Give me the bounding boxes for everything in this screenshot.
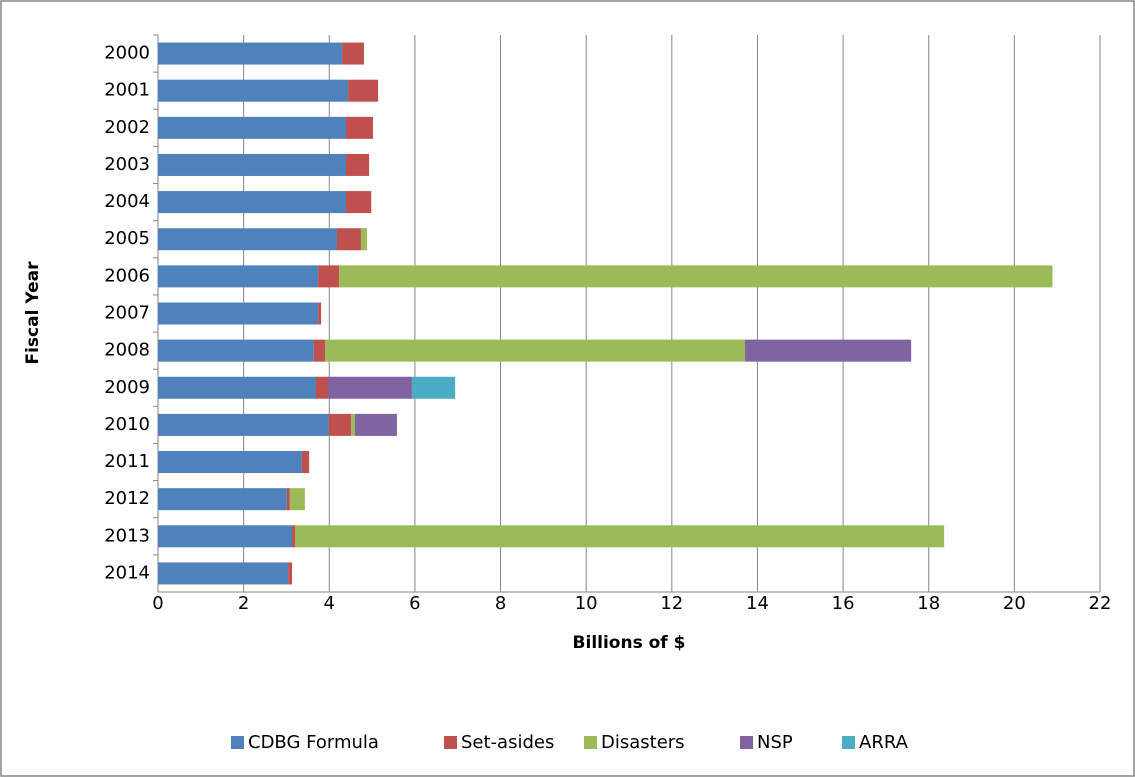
y-tick-label: 2014 (104, 562, 150, 583)
y-tick-label: 2009 (104, 377, 150, 398)
bar-segment (351, 413, 355, 436)
bar-segment (328, 413, 352, 436)
legend-label: NSP (757, 732, 793, 753)
bar-segment (158, 339, 314, 362)
y-tick-label: 2008 (104, 340, 150, 361)
bar-segment (158, 228, 337, 251)
bar-segment (158, 562, 289, 585)
y-tick-label: 2007 (104, 303, 150, 324)
y-tick-label: 2005 (104, 228, 150, 249)
bar-segment (286, 488, 290, 511)
y-tick-label: 2003 (104, 154, 150, 175)
bar-segment (345, 116, 373, 139)
bar-segment (318, 302, 322, 325)
x-tick-label: 10 (575, 593, 598, 614)
bar-segment (327, 376, 412, 399)
bar-segment (339, 265, 1053, 288)
bar-segment (745, 339, 912, 362)
y-tick-label: 2000 (104, 43, 150, 64)
legend-label: Set-asides (461, 732, 554, 753)
x-tick-label: 2 (238, 593, 249, 614)
bar-segment (336, 228, 361, 251)
x-tick-label: 20 (1003, 593, 1026, 614)
legend-swatch (584, 736, 597, 749)
y-tick-label: 2004 (104, 191, 150, 212)
x-tick-label: 6 (409, 593, 420, 614)
bar-segment (342, 42, 364, 65)
bar-segment (345, 153, 370, 176)
bar-segment (288, 562, 293, 585)
y-axis-title: Fiscal Year (23, 261, 43, 365)
bar-segment (158, 191, 346, 214)
bar-segment (313, 339, 325, 362)
bar-segment (345, 191, 372, 214)
x-tick-label: 22 (1089, 593, 1112, 614)
bar-segment (324, 339, 746, 362)
x-tick-label: 12 (660, 593, 683, 614)
y-tick-label: 2006 (104, 265, 150, 286)
x-tick-label: 16 (832, 593, 855, 614)
legend-swatch (740, 736, 753, 749)
bar-segment (158, 79, 349, 102)
legend-swatch (842, 736, 855, 749)
bar-segment (292, 525, 296, 548)
legend-label: ARRA (859, 732, 909, 753)
bar-segment (315, 376, 328, 399)
bar-segment (158, 265, 319, 288)
bar-segment (158, 488, 287, 511)
bar-segment (301, 451, 310, 474)
bar-segment (158, 376, 316, 399)
y-tick-label: 2011 (104, 451, 150, 472)
bar-segment (354, 413, 397, 436)
bar-segment (158, 116, 346, 139)
bar-segment (158, 42, 343, 65)
bar-segment (158, 302, 319, 325)
legend-label: Disasters (601, 732, 685, 753)
bar-segment (158, 153, 346, 176)
x-tick-label: 18 (917, 593, 940, 614)
bar-segment (158, 525, 293, 548)
bar-segment (411, 376, 456, 399)
x-tick-label: 0 (152, 593, 163, 614)
y-tick-label: 2013 (104, 525, 150, 546)
y-tick-label: 2001 (104, 80, 150, 101)
bar-segment (295, 525, 945, 548)
legend-swatch (231, 736, 244, 749)
legend-label: CDBG Formula (248, 732, 379, 753)
y-tick-label: 2010 (104, 414, 150, 435)
bar-segment (158, 413, 329, 436)
bar-segment (158, 451, 302, 474)
bar-segment (318, 265, 340, 288)
x-axis-title: Billions of $ (573, 633, 686, 653)
y-tick-label: 2012 (104, 488, 150, 509)
x-tick-label: 14 (746, 593, 769, 614)
y-tick-label: 2002 (104, 117, 150, 138)
x-tick-label: 8 (495, 593, 506, 614)
bar-segment (348, 79, 379, 102)
bar-segment (289, 488, 305, 511)
x-tick-label: 4 (324, 593, 335, 614)
bar-segment (360, 228, 367, 251)
legend-swatch (444, 736, 457, 749)
